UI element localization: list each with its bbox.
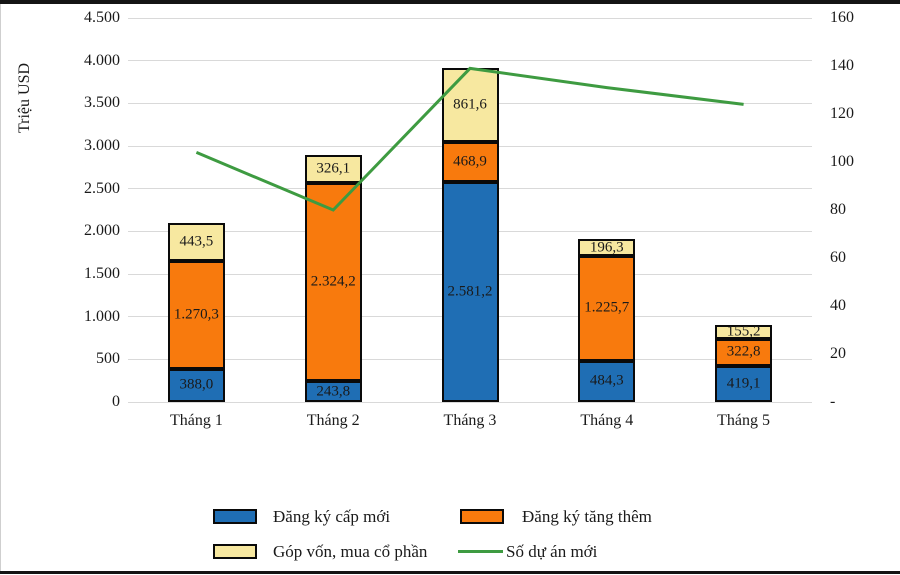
right-axis-tick: 40 xyxy=(830,297,846,314)
left-axis-tick: 0 xyxy=(112,393,120,410)
bar-segment xyxy=(441,181,499,402)
right-axis-tick: 120 xyxy=(830,105,854,122)
left-axis-tick: 1.000 xyxy=(84,307,120,325)
gridline xyxy=(128,17,812,19)
right-axis-tick: 160 xyxy=(830,9,854,26)
bar-segment xyxy=(578,256,636,361)
orange-swatch-icon xyxy=(460,509,504,524)
bar-segment xyxy=(441,141,499,182)
right-axis-tick: 20 xyxy=(830,345,846,362)
bar-segment xyxy=(304,381,362,402)
bar-segment xyxy=(578,360,636,402)
legend-label: Số dự án mới xyxy=(506,542,598,561)
bar-value-label: 468,9 xyxy=(453,153,487,170)
gridline xyxy=(128,60,812,62)
bar-value-label: 2.324,2 xyxy=(310,273,356,290)
gridline xyxy=(128,401,812,403)
bar-value-label: 484,3 xyxy=(589,372,624,389)
bar-segment xyxy=(167,260,225,369)
left-axis-tick: 4.500 xyxy=(84,9,120,26)
right-axis-tick: 60 xyxy=(830,249,846,266)
bar-value-label: 243,8 xyxy=(316,383,351,400)
left-axis-tick: 3.000 xyxy=(84,137,120,154)
bar-value-label: 155,2 xyxy=(726,323,761,340)
bar-value-label: 1.270,3 xyxy=(173,306,219,323)
legend-item-so-du-an-moi: Số dự án mới xyxy=(458,542,597,561)
bar-segment xyxy=(578,239,636,257)
plot-area: 388,0 1.270,3 443,5 243,8 2.324,2 326,1 2.581,… xyxy=(128,17,812,403)
legend-item-gop-von: Góp vốn, mua cổ phần xyxy=(213,542,427,561)
left-border-rule xyxy=(0,4,1,571)
bar-segment xyxy=(715,338,773,367)
bar-value-label: 2.581,2 xyxy=(447,283,493,300)
bottom-border-rule xyxy=(0,571,900,574)
x-axis-tick: Tháng 5 xyxy=(717,412,771,429)
bar-value-label: 322,8 xyxy=(726,343,761,360)
x-axis-tick: Tháng 1 xyxy=(169,412,223,429)
bar-value-label: 419,1 xyxy=(726,375,761,392)
bar-segment xyxy=(715,325,773,339)
bar-segment xyxy=(304,182,362,382)
left-axis-title: Triệu USD xyxy=(16,62,33,134)
so-du-an-moi-line xyxy=(195,66,744,212)
left-axis-tick: 2.000 xyxy=(84,222,120,240)
bar-value-label: 388,0 xyxy=(179,376,214,393)
left-axis-tick: 4.000 xyxy=(84,51,120,69)
x-axis-tick: Tháng 2 xyxy=(306,412,360,429)
line-series-layer xyxy=(195,66,744,212)
yellow-swatch-icon xyxy=(213,544,257,559)
left-axis-tick: 1.500 xyxy=(84,265,120,282)
right-axis-tick: - xyxy=(830,393,836,410)
top-border-rule xyxy=(0,0,900,4)
legend-item-dang-ky-tang-them: Đăng ký tăng thêm xyxy=(460,507,652,526)
legend-label: Đăng ký tăng thêm xyxy=(522,507,652,526)
x-axis-tick: Tháng 3 xyxy=(443,412,497,429)
bar-value-label: 861,6 xyxy=(453,96,487,113)
legend-label: Góp vốn, mua cổ phần xyxy=(273,542,428,561)
green-line-swatch-icon xyxy=(458,550,503,553)
bar-segment xyxy=(167,368,225,402)
bar-segment xyxy=(715,366,773,402)
legend-item-dang-ky-cap-moi: Đăng ký cấp mới xyxy=(213,507,390,526)
legend-label: Đăng ký cấp mới xyxy=(273,507,391,526)
bar-segment xyxy=(304,155,362,183)
right-axis-tick: 80 xyxy=(830,201,846,218)
bar-value-label: 1.225,7 xyxy=(584,299,630,316)
right-axis-tick: 100 xyxy=(830,153,854,170)
bar-value-label: 443,5 xyxy=(179,233,214,250)
bar-value-label: 326,1 xyxy=(316,160,351,177)
bar-segment xyxy=(167,222,225,261)
left-axis-tick: 500 xyxy=(96,350,120,368)
x-axis-tick: Tháng 4 xyxy=(580,412,634,429)
right-axis-tick: 140 xyxy=(830,57,854,74)
blue-swatch-icon xyxy=(213,509,257,524)
left-axis-tick: 3.500 xyxy=(84,94,120,112)
left-axis-tick: 2.500 xyxy=(84,179,120,197)
bar-value-label: 196,3 xyxy=(589,239,624,256)
